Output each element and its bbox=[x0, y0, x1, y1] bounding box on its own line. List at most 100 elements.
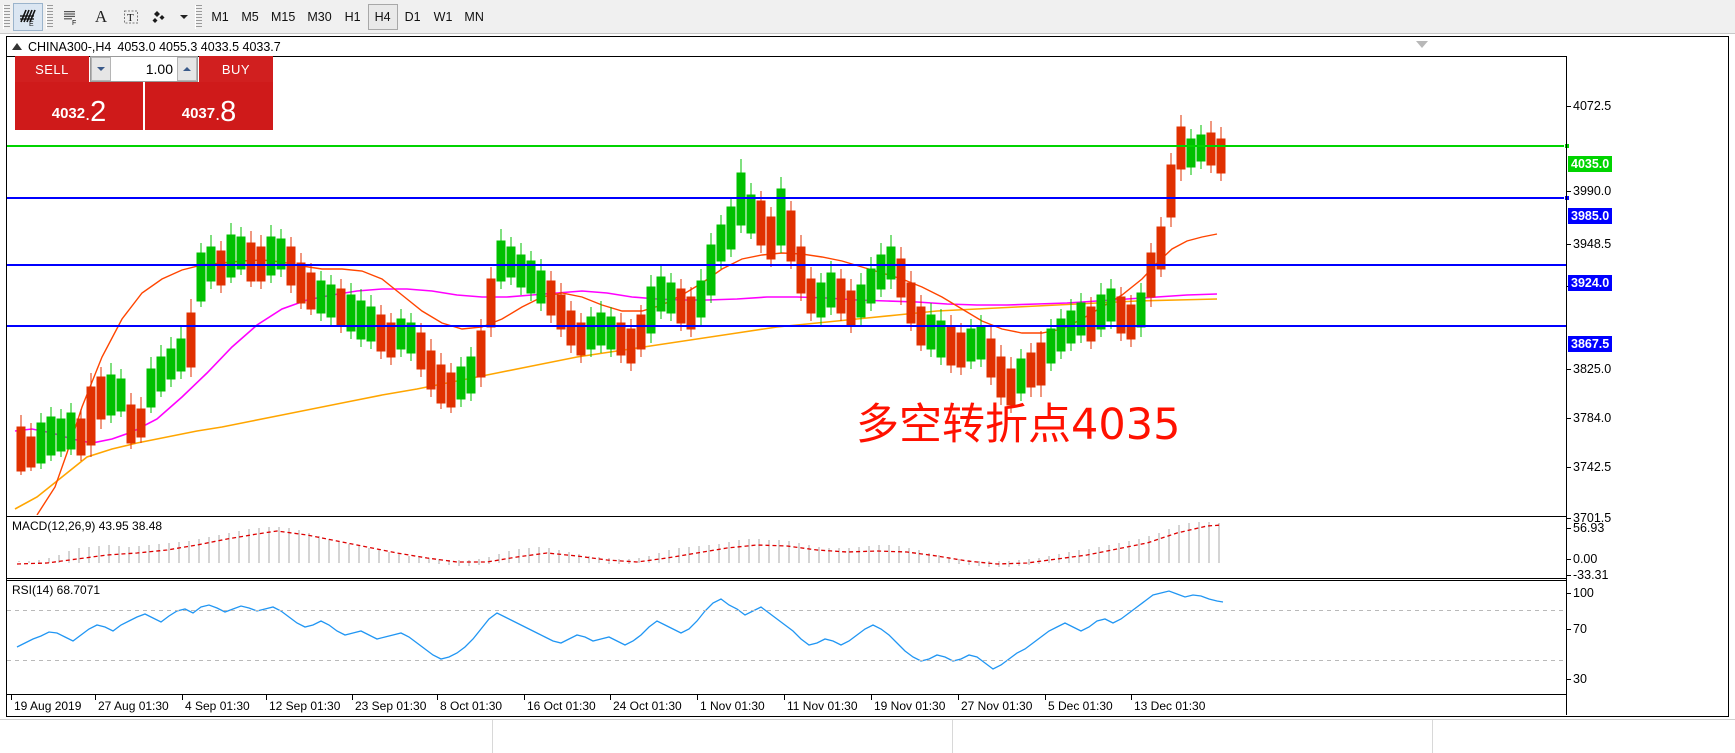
text-tool-icon[interactable]: A bbox=[94, 6, 108, 26]
level-label-3985[interactable]: 3985.0 bbox=[1568, 208, 1613, 224]
timeframe-group: M1 M5 M15 M30 H1 H4 D1 W1 MN bbox=[205, 0, 490, 34]
expert-advisor-icon[interactable]: E bbox=[13, 2, 43, 31]
indicator-list-icon[interactable]: F bbox=[56, 3, 86, 31]
buy-price-decimal: 8 bbox=[220, 96, 237, 128]
timeframe-m1[interactable]: M1 bbox=[211, 9, 229, 24]
price-tick-3742: 3742.5 bbox=[1566, 460, 1612, 474]
symbol-info-bar: CHINA300-,H4 4053.0 4055.3 4033.5 4033.7 bbox=[7, 37, 1728, 56]
level-label-3867[interactable]: 3867.5 bbox=[1568, 336, 1613, 352]
status-bar bbox=[0, 719, 1735, 753]
buy-price-dot: . bbox=[215, 104, 221, 124]
trade-panel-prices: 4032 . 2 4037 . 8 bbox=[15, 82, 273, 130]
level-line-3985[interactable] bbox=[7, 195, 1570, 201]
level-line-4035[interactable] bbox=[7, 143, 1570, 149]
rsi-canvas bbox=[16, 590, 1224, 670]
macd-label: MACD(12,26,9) 43.95 38.48 bbox=[12, 519, 163, 533]
macd-canvas bbox=[16, 522, 1223, 567]
toolbar-grip-2[interactable] bbox=[46, 4, 53, 29]
timeframe-w1[interactable]: W1 bbox=[433, 9, 453, 24]
time-label-13: 13 Dec 01:30 bbox=[1134, 699, 1206, 713]
volume-increase-button[interactable] bbox=[177, 57, 197, 81]
level-line-3924[interactable] bbox=[7, 264, 1566, 266]
sell-price-dot: . bbox=[85, 104, 91, 124]
objects-icon[interactable] bbox=[146, 3, 176, 31]
symbol-name: CHINA300-,H4 bbox=[28, 39, 112, 54]
rsi-tick-70: 70 bbox=[1567, 622, 1587, 636]
macd-tick-zero: 0.00 bbox=[1566, 552, 1598, 566]
chevron-down-icon[interactable] bbox=[176, 3, 192, 31]
toolbar-grip[interactable] bbox=[3, 4, 10, 29]
timeframe-d1[interactable]: D1 bbox=[404, 9, 421, 24]
svg-text:E: E bbox=[29, 21, 34, 27]
macd-histogram bbox=[18, 522, 1220, 567]
time-label-0: 19 Aug 2019 bbox=[14, 699, 82, 713]
sell-price-decimal: 2 bbox=[90, 96, 107, 128]
rsi-pane: RSI(14) 68.7071 bbox=[7, 580, 1566, 693]
collapse-triangle-icon[interactable] bbox=[12, 43, 22, 50]
timeframe-mn[interactable]: MN bbox=[464, 9, 484, 24]
timeframe-m15[interactable]: M15 bbox=[271, 9, 296, 24]
time-label-5: 8 Oct 01:30 bbox=[440, 699, 503, 713]
time-label-12: 5 Dec 01:30 bbox=[1048, 699, 1113, 713]
buy-price-integer: 4037 bbox=[181, 105, 216, 122]
rsi-level-70-line bbox=[7, 610, 1566, 611]
volume-decrease-button[interactable] bbox=[91, 57, 111, 81]
price-tick-3948: 3948.5 bbox=[1566, 237, 1612, 251]
timeframe-m30[interactable]: M30 bbox=[307, 9, 332, 24]
toolbar-icon-group-2: F A T bbox=[56, 0, 192, 34]
rsi-level-30-line bbox=[7, 660, 1566, 661]
buy-button[interactable]: BUY bbox=[199, 56, 273, 82]
rsi-line bbox=[16, 590, 1224, 670]
trade-panel-top-row: SELL 1.00 BUY bbox=[15, 56, 273, 82]
price-tick-3825: 3825.0 bbox=[1566, 362, 1612, 376]
status-segment-1 bbox=[0, 720, 493, 753]
buy-price-display[interactable]: 4037 . 8 bbox=[145, 82, 273, 130]
time-label-3: 12 Sep 01:30 bbox=[269, 699, 341, 713]
time-label-7: 24 Oct 01:30 bbox=[613, 699, 682, 713]
rsi-tick-100: 100 bbox=[1567, 586, 1594, 600]
chart-menu-triangle-icon[interactable] bbox=[1416, 41, 1428, 48]
price-chart-canvas bbox=[14, 115, 1226, 515]
status-segment-2 bbox=[493, 720, 953, 753]
volume-value[interactable]: 1.00 bbox=[145, 61, 173, 77]
time-label-11: 27 Nov 01:30 bbox=[961, 699, 1033, 713]
level-label-3924[interactable]: 3924.0 bbox=[1568, 275, 1613, 291]
time-label-4: 23 Sep 01:30 bbox=[355, 699, 427, 713]
ma-slow-line bbox=[14, 298, 1218, 510]
time-axis[interactable]: 19 Aug 2019 27 Aug 01:30 4 Sep 01:30 12 … bbox=[7, 694, 1566, 716]
timeframe-h1[interactable]: H1 bbox=[344, 9, 361, 24]
ohlc-values: 4053.0 4055.3 4033.5 4033.7 bbox=[117, 39, 281, 54]
one-click-trading-panel: SELL 1.00 BUY 4032 . 2 4037 . 8 bbox=[15, 56, 273, 130]
price-pane: 多空转折点4035 bbox=[7, 56, 1570, 515]
current-price-label[interactable]: 4035.0 bbox=[1568, 156, 1613, 172]
svg-text:T: T bbox=[127, 12, 134, 24]
sell-button[interactable]: SELL bbox=[15, 56, 89, 82]
time-label-8: 1 Nov 01:30 bbox=[700, 699, 765, 713]
toolbar-grip-3[interactable] bbox=[195, 4, 202, 29]
time-label-10: 19 Nov 01:30 bbox=[874, 699, 946, 713]
sell-price-integer: 4032 bbox=[51, 105, 86, 122]
price-tick-3784: 3784.0 bbox=[1566, 411, 1612, 425]
level-line-3867[interactable] bbox=[7, 325, 1566, 327]
macd-signal-line bbox=[16, 524, 1223, 565]
volume-input[interactable]: 1.00 bbox=[90, 56, 198, 82]
main-toolbar: E F A T bbox=[0, 0, 1735, 34]
price-axis[interactable]: 4072.5 3990.0 3948.5 3907.5 3825.0 3784.… bbox=[1566, 56, 1728, 715]
macd-tick-low: -33.31 bbox=[1566, 568, 1609, 582]
ma-mid-line bbox=[14, 288, 1218, 444]
chart-window: CHINA300-,H4 4053.0 4055.3 4033.5 4033.7 bbox=[6, 36, 1729, 717]
macd-tick-high: 56.93 bbox=[1566, 521, 1605, 535]
text-label-icon[interactable]: T bbox=[116, 3, 146, 31]
price-tick-3701: 3701.5 bbox=[1566, 511, 1612, 525]
toolbar-icon-group-1: E bbox=[13, 0, 43, 34]
time-label-1: 27 Aug 01:30 bbox=[98, 699, 169, 713]
macd-pane: MACD(12,26,9) 43.95 38.48 bbox=[7, 516, 1566, 579]
time-label-2: 4 Sep 01:30 bbox=[185, 699, 250, 713]
timeframe-m5[interactable]: M5 bbox=[241, 9, 259, 24]
candlestick-series bbox=[16, 115, 1226, 475]
time-label-9: 11 Nov 01:30 bbox=[787, 699, 858, 713]
sell-price-display[interactable]: 4032 . 2 bbox=[15, 82, 143, 130]
timeframe-h4[interactable]: H4 bbox=[367, 3, 398, 30]
chart-annotation-text: 多空转折点4035 bbox=[856, 400, 1181, 450]
svg-text:F: F bbox=[72, 20, 76, 27]
